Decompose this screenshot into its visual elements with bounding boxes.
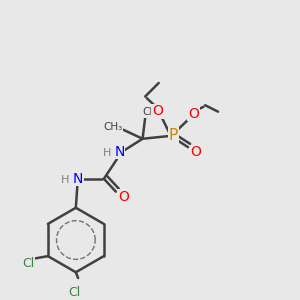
Text: O: O — [118, 190, 129, 204]
Text: P: P — [169, 128, 178, 143]
Text: N: N — [73, 172, 83, 186]
Text: H: H — [103, 148, 111, 158]
Text: H: H — [61, 175, 69, 185]
Text: CH₃: CH₃ — [142, 107, 162, 117]
Text: O: O — [191, 145, 202, 159]
Text: N: N — [114, 145, 124, 159]
Text: Cl: Cl — [68, 286, 80, 299]
Text: CH₃: CH₃ — [103, 122, 122, 131]
Text: Cl: Cl — [22, 257, 35, 270]
Text: O: O — [152, 104, 163, 118]
Text: O: O — [188, 106, 199, 121]
